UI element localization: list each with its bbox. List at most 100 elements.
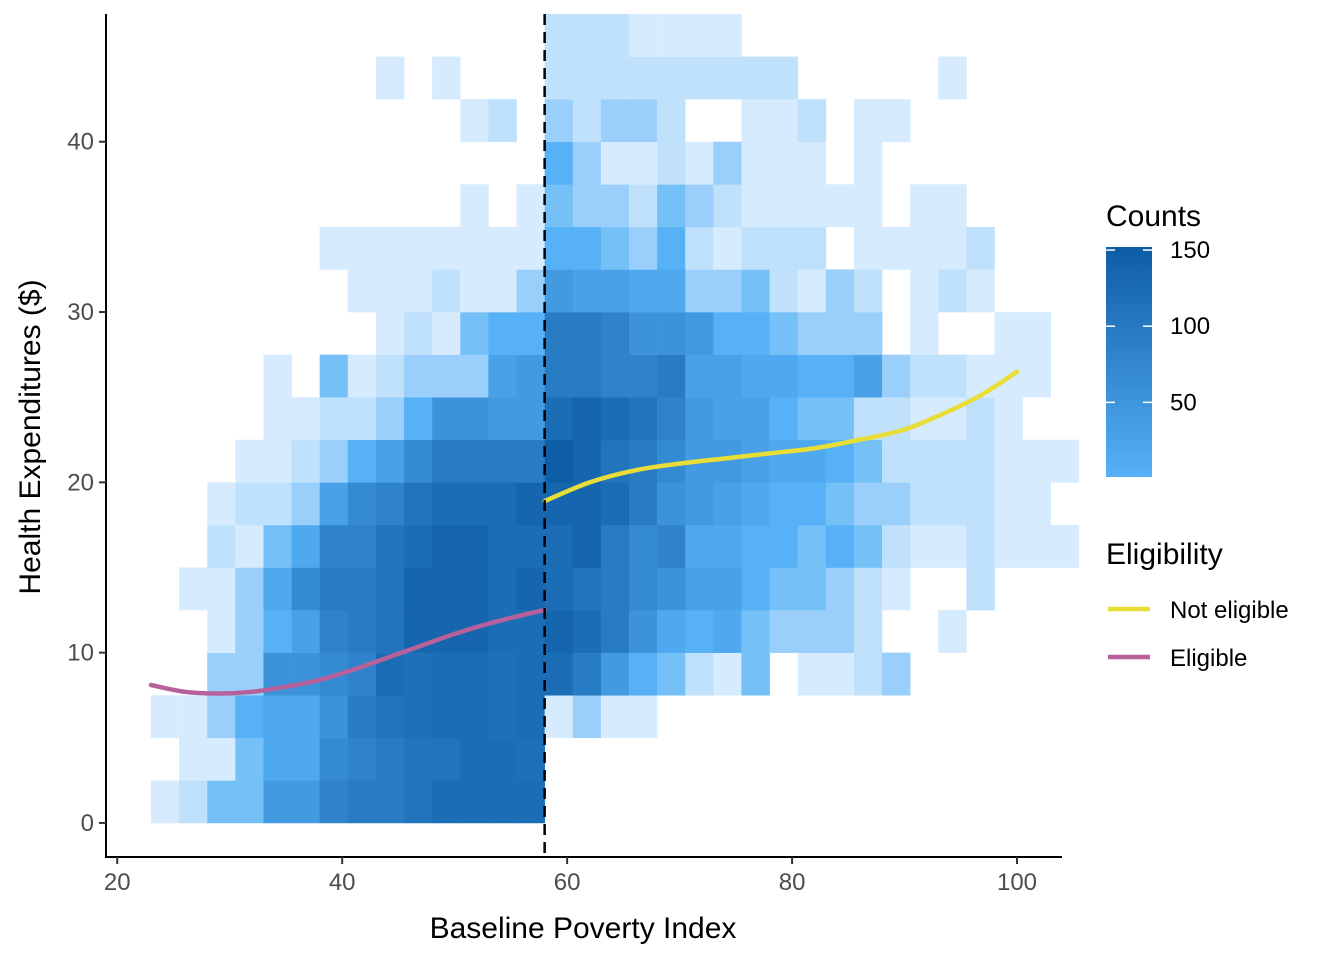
- colorbar-tick-label: 150: [1170, 237, 1210, 264]
- heatmap-bin: [375, 695, 405, 739]
- heatmap-bin: [544, 141, 574, 185]
- heatmap-bin: [628, 269, 658, 313]
- heatmap-bin: [657, 141, 686, 185]
- heatmap-bin: [572, 354, 602, 398]
- heatmap-bin: [882, 354, 911, 398]
- heatmap-bin: [1022, 312, 1052, 355]
- heatmap-bin: [628, 524, 658, 568]
- heatmap-bin: [544, 354, 574, 398]
- heatmap-bin: [516, 312, 545, 355]
- heatmap-bin: [825, 397, 855, 441]
- heatmap-bin: [994, 524, 1023, 568]
- heatmap-bin: [432, 695, 461, 739]
- heatmap-bin: [179, 737, 208, 781]
- heatmap-bin: [572, 482, 602, 526]
- heatmap-bin: [713, 567, 742, 611]
- heatmap-bin: [685, 312, 714, 355]
- heatmap-bin: [347, 354, 377, 398]
- heatmap-bin: [572, 14, 602, 57]
- heatmap-bin: [207, 524, 236, 568]
- heatmap-bin: [853, 610, 883, 653]
- heatmap-bin: [853, 397, 883, 441]
- heatmap-bin: [853, 99, 883, 143]
- heatmap-bin: [544, 397, 574, 441]
- heatmap-bin: [853, 184, 883, 228]
- heatmap-bin: [1050, 524, 1080, 568]
- x-axis-title: Baseline Poverty Index: [430, 912, 737, 945]
- heatmap-bin: [516, 695, 545, 739]
- heatmap-bin: [600, 482, 630, 526]
- heatmap-bin: [544, 439, 574, 483]
- heatmap-bin: [769, 610, 798, 653]
- heatmap-bin: [375, 780, 405, 824]
- series-line-eligible: [148, 607, 547, 696]
- heatmap-bin: [685, 14, 714, 57]
- heatmap-bin: [600, 397, 630, 441]
- heatmap-bin: [628, 14, 658, 57]
- heatmap-bin: [291, 482, 320, 526]
- heatmap-bin: [404, 737, 433, 781]
- heatmap-bin: [516, 482, 545, 526]
- heatmap-bin: [207, 610, 236, 653]
- heatmap-bin: [291, 524, 320, 568]
- heatmap-bin: [404, 354, 433, 398]
- heatmap-bin: [797, 652, 827, 696]
- heatmap-bin: [825, 652, 855, 696]
- y-tick-label: 10: [67, 640, 94, 667]
- heatmap-bin: [460, 780, 489, 824]
- heatmap-bin: [319, 695, 349, 739]
- legend-label: Eligible: [1170, 645, 1247, 672]
- heatmap-bin: [516, 780, 545, 824]
- heatmap-bin: [432, 354, 461, 398]
- colorbar-title: Counts: [1106, 200, 1201, 233]
- heatmap-bin: [994, 482, 1023, 526]
- heatmap-bin: [235, 780, 264, 824]
- heatmap-bin: [797, 567, 827, 611]
- heatmap-bin: [741, 567, 770, 611]
- heatmap-bin: [404, 567, 433, 611]
- heatmap-bin: [882, 439, 911, 483]
- heatmap-bin: [600, 567, 630, 611]
- heatmap-bin: [685, 397, 714, 441]
- heatmap-bin: [853, 354, 883, 398]
- heatmap-bin: [291, 652, 320, 696]
- heatmap-bin: [600, 652, 630, 696]
- heatmap-bin: [741, 312, 770, 355]
- heatmap-bin: [263, 482, 292, 526]
- heatmap-bin: [347, 652, 377, 696]
- heatmap-bin: [432, 567, 461, 611]
- axes: 20 40 60 80 100 0 10 20 30 40: [67, 14, 1062, 896]
- heatmap-bin: [319, 354, 349, 398]
- heatmap-bin: [235, 439, 264, 483]
- heatmap-bin: [797, 184, 827, 228]
- heatmap-bin: [319, 226, 349, 270]
- heatmap-bin: [488, 99, 517, 143]
- heatmap-bin: [460, 354, 489, 398]
- heatmap-bin: [713, 524, 742, 568]
- heatmap-bin: [741, 439, 770, 483]
- heatmap-bin: [938, 482, 967, 526]
- heatmap-bin: [544, 610, 574, 653]
- heatmap-bin: [853, 226, 883, 270]
- heatmap-bin: [628, 482, 658, 526]
- heatmap-bin: [797, 524, 827, 568]
- heatmap-bin: [657, 269, 686, 313]
- heatmap-bin: [713, 354, 742, 398]
- heatmap-bin: [544, 99, 574, 143]
- heatmap-bin: [1050, 439, 1080, 483]
- heatmap-bin: [797, 269, 827, 313]
- heatmap-bin: [544, 312, 574, 355]
- heatmap-bin: [432, 439, 461, 483]
- heatmap-bin: [375, 226, 405, 270]
- heatmap-bin: [432, 524, 461, 568]
- heatmap-bin: [657, 56, 686, 100]
- heatmap-bin: [179, 567, 208, 611]
- heatmap-bin: [741, 226, 770, 270]
- heatmap-bin: [488, 269, 517, 313]
- heatmap-bin: [179, 780, 208, 824]
- heatmap-bin: [600, 269, 630, 313]
- heatmap-bin: [657, 99, 686, 143]
- heatmap-bin: [572, 524, 602, 568]
- heatmap-bin: [882, 652, 911, 696]
